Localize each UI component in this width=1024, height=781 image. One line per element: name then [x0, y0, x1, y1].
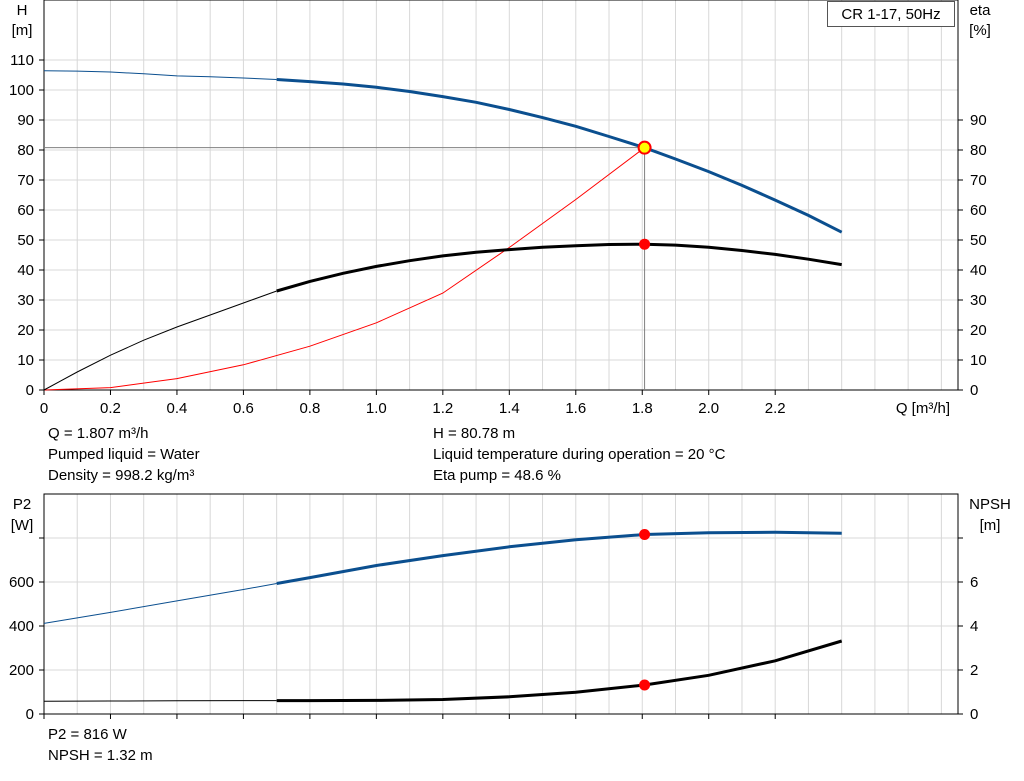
- x-tick-label: 0.2: [100, 400, 121, 417]
- bottom-chart-grid: [44, 494, 958, 715]
- y2-tick-label: 6: [970, 574, 978, 591]
- y-tick-label: 10: [17, 352, 34, 369]
- top-chart-grid: [44, 0, 958, 391]
- y2-tick-label: 90: [970, 112, 987, 129]
- npsh-curve: [276, 639, 843, 703]
- axis-ticks: [39, 59, 963, 719]
- y2-tick-label: 20: [970, 322, 987, 339]
- head-value: H = 80.78 m: [433, 425, 516, 442]
- npsh-curve-extended: [43, 700, 277, 702]
- npsh-duty-marker: [639, 679, 651, 691]
- y-tick-label: 20: [17, 322, 34, 339]
- y2-tick-label: 0: [970, 382, 978, 399]
- x-tick-label: 1.0: [366, 400, 387, 417]
- flow-value: Q = 1.807 m³/h: [48, 425, 149, 442]
- y-tick-label: 70: [17, 172, 34, 189]
- eta-axis-unit: [%]: [969, 22, 991, 39]
- chart-frames: [43, 0, 959, 715]
- x-tick-label: 2.0: [698, 400, 719, 417]
- y2-tick-label: 0: [970, 706, 978, 723]
- y-tick-label: 80: [17, 142, 34, 159]
- info-block-left: Q = 1.807 m³/h Pumped liquid = Water Den…: [48, 423, 200, 486]
- pump-model-label: CR 1-17, 50Hz: [827, 1, 955, 27]
- y-tick-label: 0: [26, 382, 34, 399]
- eta-axis-title: eta: [970, 2, 992, 19]
- y-tick-label: 30: [17, 292, 34, 309]
- x-tick-label: 1.8: [632, 400, 653, 417]
- y2-tick-label: 2: [970, 662, 978, 679]
- y2-tick-label: 10: [970, 352, 987, 369]
- p2-value: P2 = 816 W: [48, 726, 127, 743]
- p2-axis-title: P2: [13, 496, 31, 513]
- eta-value: Eta pump = 48.6 %: [433, 467, 561, 484]
- head-curve-extended: [43, 70, 277, 80]
- x-tick-label: 1.4: [499, 400, 520, 417]
- y2-tick-label: 4: [970, 618, 978, 635]
- h-axis-unit: [m]: [12, 22, 33, 39]
- y2-tick-label: 70: [970, 172, 987, 189]
- y-tick-label: 40: [17, 262, 34, 279]
- x-tick-label: 0: [40, 400, 48, 417]
- y-tick-label: 400: [9, 618, 34, 635]
- efficiency-curve-extended: [43, 290, 277, 391]
- power-duty-marker: [639, 528, 651, 540]
- y2-tick-label: 30: [970, 292, 987, 309]
- y2-tick-label: 40: [970, 262, 987, 279]
- y2-tick-label: 60: [970, 202, 987, 219]
- density-value: Density = 998.2 kg/m³: [48, 467, 195, 484]
- p2-axis-unit: [W]: [11, 517, 34, 534]
- h-axis-title: H: [17, 2, 28, 19]
- x-tick-label: 0.4: [167, 400, 188, 417]
- y-tick-label: 600: [9, 574, 34, 591]
- npsh-axis-unit: [m]: [980, 517, 1001, 534]
- y-tick-label: 200: [9, 662, 34, 679]
- npsh-axis-title: NPSH: [969, 496, 1011, 513]
- y-tick-label: 100: [9, 82, 34, 99]
- efficiency-curve: [276, 242, 842, 293]
- y-tick-label: 110: [10, 52, 34, 69]
- pumped-liquid: Pumped liquid = Water: [48, 446, 200, 463]
- x-tick-label: 1.2: [432, 400, 453, 417]
- x-tick-label: 2.2: [765, 400, 786, 417]
- axis-labels: 0102030405060708090100110010203040506070…: [9, 2, 1011, 723]
- npsh-value: NPSH = 1.32 m: [48, 747, 153, 764]
- liquid-temperature: Liquid temperature during operation = 20…: [433, 446, 726, 463]
- y-tick-label: 90: [17, 112, 34, 129]
- efficiency-duty-marker: [639, 238, 651, 250]
- info-block-bottom: P2 = 816 W NPSH = 1.32 m: [48, 724, 153, 766]
- y-tick-label: 0: [26, 706, 34, 723]
- head-curve: [276, 78, 843, 234]
- y2-tick-label: 50: [970, 232, 987, 249]
- x-tick-label: 1.6: [565, 400, 586, 417]
- system-curve: [43, 147, 645, 391]
- bottom-chart-frame: [43, 493, 959, 715]
- duty-point-markers: [637, 140, 652, 691]
- info-block-right: H = 80.78 m Liquid temperature during op…: [433, 423, 725, 486]
- power-curve-extended: [43, 583, 277, 624]
- x-tick-label: 0.8: [299, 400, 320, 417]
- head-duty-marker: [637, 140, 652, 155]
- x-tick-label: 0.6: [233, 400, 254, 417]
- q-axis-title: Q [m³/h]: [896, 400, 950, 417]
- y2-tick-label: 80: [970, 142, 987, 159]
- y-tick-label: 50: [17, 232, 34, 249]
- top-chart-frame: [43, 0, 959, 391]
- chart-curves: [43, 70, 843, 703]
- power-curve: [276, 530, 842, 585]
- y-tick-label: 60: [17, 202, 34, 219]
